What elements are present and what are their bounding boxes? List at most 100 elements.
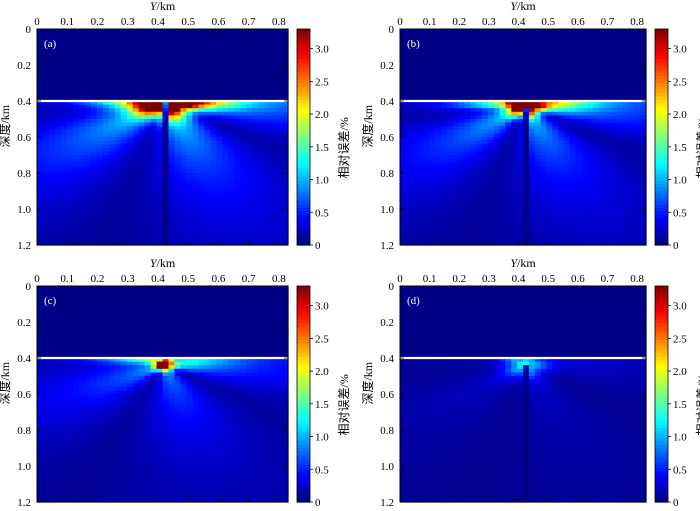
heatmap-cell — [599, 147, 606, 152]
heatmap-cell — [108, 183, 116, 188]
heatmap-cell — [599, 119, 606, 124]
heatmap-cell — [552, 162, 559, 167]
heatmap-cell — [54, 187, 62, 192]
heatmap-cell — [400, 57, 407, 62]
heatmap-cell — [441, 165, 448, 170]
heatmap-cell — [610, 72, 618, 77]
heatmap-cell — [90, 93, 98, 98]
heatmap-cell — [240, 29, 247, 34]
heatmap-cell — [640, 83, 647, 88]
heatmap-cell — [470, 75, 477, 80]
heatmap-cell — [132, 86, 140, 91]
heatmap-cell — [417, 212, 425, 217]
heatmap-cell — [138, 72, 146, 77]
heatmap-cell — [222, 223, 229, 228]
heatmap-cell — [534, 144, 542, 149]
heatmap-cell — [72, 137, 80, 142]
heatmap-cell — [622, 140, 630, 145]
heatmap-cell — [470, 212, 477, 217]
heatmap-cell — [174, 90, 182, 95]
heatmap-cell — [186, 129, 193, 134]
colorbar-segment — [297, 96, 310, 101]
heatmap-cell — [258, 126, 265, 131]
heatmap-cell — [552, 147, 559, 152]
heatmap-cell — [102, 57, 110, 62]
heatmap-cell — [540, 227, 548, 232]
heatmap-cell — [180, 108, 188, 113]
heatmap-cell — [622, 50, 630, 55]
colorbar-segment — [297, 184, 310, 189]
heatmap-cell — [138, 151, 146, 156]
heatmap-cell — [60, 173, 68, 178]
heatmap-cell — [186, 79, 193, 84]
heatmap-cell — [240, 187, 247, 192]
heatmap-cell — [423, 65, 430, 70]
heatmap-cell — [487, 83, 495, 88]
heatmap-cell — [222, 241, 229, 246]
heatmap-cell — [423, 97, 430, 102]
heatmap-cell — [552, 75, 559, 80]
heatmap-cell — [90, 104, 98, 109]
heatmap-cell — [186, 93, 193, 98]
heatmap-cell — [168, 227, 176, 232]
heatmap-cell — [417, 101, 425, 106]
heatmap-cell — [180, 119, 188, 124]
colorbar-segment — [297, 35, 310, 40]
heatmap-cell — [168, 147, 176, 152]
heatmap-cell — [476, 75, 483, 80]
heatmap-cell — [78, 183, 86, 188]
heatmap-cell — [90, 212, 98, 217]
heatmap-cell — [252, 79, 259, 84]
heatmap-cell — [546, 173, 553, 178]
heatmap-cell — [228, 129, 235, 134]
heatmap-cell — [84, 144, 92, 149]
y-tick-label: 0.6 — [17, 132, 31, 144]
heatmap-cell — [564, 201, 571, 206]
heatmap-cell — [204, 162, 211, 167]
heatmap-cell — [482, 212, 489, 217]
heatmap-cell — [102, 234, 110, 239]
heatmap-cell — [622, 54, 630, 59]
heatmap-cell — [90, 140, 98, 145]
heatmap-cell — [511, 151, 518, 156]
heatmap-cell — [616, 101, 624, 106]
heatmap-cell — [216, 97, 223, 102]
heatmap-cell — [587, 61, 594, 66]
heatmap-cell — [114, 147, 122, 152]
heatmap-cell — [96, 36, 104, 41]
heatmap-cell — [174, 176, 182, 181]
heatmap-cell — [452, 169, 460, 174]
heatmap-cell — [575, 90, 583, 95]
heatmap-cell — [37, 61, 44, 66]
heatmap-cell — [423, 133, 430, 138]
heatmap-cell — [114, 176, 122, 181]
heatmap-cell — [405, 155, 413, 160]
heatmap-cell — [482, 140, 489, 145]
heatmap-cell — [132, 75, 140, 80]
heatmap-cell — [84, 227, 92, 232]
heatmap-cell — [546, 219, 553, 224]
heatmap-cell — [405, 140, 413, 145]
heatmap-cell — [270, 111, 277, 116]
heatmap-cell — [156, 32, 164, 37]
heatmap-cell — [126, 191, 134, 196]
heatmap-cell — [476, 198, 483, 203]
heatmap-cell — [400, 43, 407, 48]
heatmap-cell — [252, 209, 259, 214]
heatmap-cell — [446, 108, 454, 113]
heatmap-cell — [192, 108, 199, 113]
heatmap-cell — [593, 104, 600, 109]
heatmap-cell — [640, 223, 647, 228]
heatmap-cell — [569, 50, 577, 55]
heatmap-cell — [60, 57, 68, 62]
heatmap-cell — [120, 183, 128, 188]
heatmap-cell — [634, 54, 641, 59]
heatmap-cell — [42, 47, 50, 52]
heatmap-cell — [84, 75, 92, 80]
heatmap-cell — [540, 47, 548, 52]
heatmap-cell — [552, 72, 559, 77]
heatmap-cell — [132, 198, 140, 203]
heatmap-cell — [102, 122, 110, 127]
heatmap-cell — [523, 169, 530, 174]
colorbar-segment — [297, 79, 310, 84]
